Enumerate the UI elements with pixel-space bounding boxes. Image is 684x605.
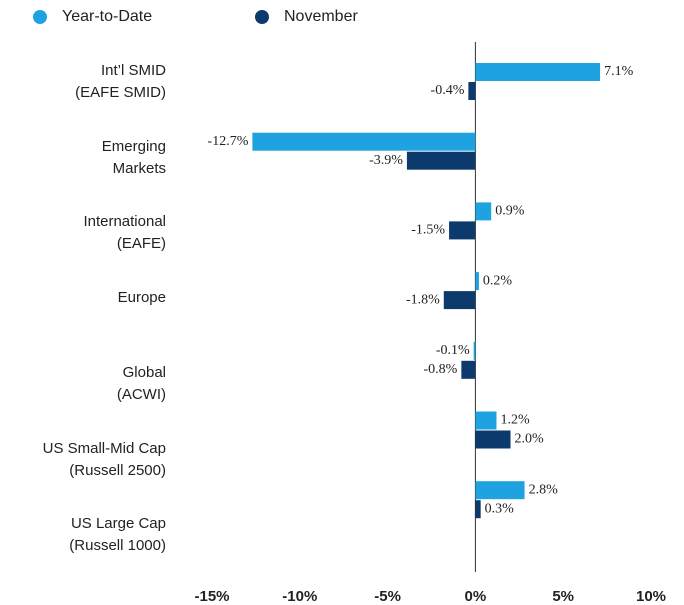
bar xyxy=(475,202,492,221)
x-tick-label: -10% xyxy=(282,588,317,605)
value-label: 0.2% xyxy=(483,273,513,288)
legend-label: Year-to-Date xyxy=(62,8,152,25)
bar xyxy=(475,272,479,291)
bar xyxy=(475,500,481,519)
bar xyxy=(449,221,476,240)
bar xyxy=(406,151,476,170)
bar xyxy=(252,132,476,151)
value-label: 1.2% xyxy=(500,413,530,428)
category-label: US Small-Mid Cap (Russell 2500) xyxy=(42,439,166,479)
category-label: Int’l SMID (EAFE SMID) xyxy=(75,62,166,101)
category-label: Global (ACWI) xyxy=(116,364,166,403)
value-label: 2.8% xyxy=(529,482,559,497)
value-label: -0.8% xyxy=(424,362,458,377)
category-label: International (EAFE) xyxy=(83,213,166,252)
value-label: -3.9% xyxy=(369,153,403,168)
value-label: -12.7% xyxy=(208,134,249,149)
category-label: US Large Cap (Russell 1000) xyxy=(69,515,166,554)
value-label: 0.3% xyxy=(485,501,514,516)
bar xyxy=(461,360,476,379)
x-tick-label: 5% xyxy=(552,588,574,605)
value-label: 2.0% xyxy=(515,432,545,447)
bar xyxy=(475,481,525,500)
value-label: 7.1% xyxy=(604,64,634,79)
legend-marker xyxy=(255,10,269,24)
x-tick-label: 0% xyxy=(465,588,487,605)
legend-marker xyxy=(33,10,47,24)
legend-label: November xyxy=(284,8,358,25)
category-label: Emerging Markets xyxy=(101,137,166,177)
x-tick-label: -15% xyxy=(194,588,229,605)
value-label: -1.8% xyxy=(406,292,440,307)
x-tick-label: 10% xyxy=(636,588,666,605)
bar xyxy=(475,63,601,81)
bar xyxy=(443,291,476,310)
bar xyxy=(468,82,476,100)
value-label: 0.9% xyxy=(495,204,524,219)
bar xyxy=(475,430,511,449)
category-label: Europe xyxy=(117,288,166,306)
value-label: -0.1% xyxy=(436,343,470,358)
bar xyxy=(475,411,497,430)
value-label: -0.4% xyxy=(431,83,465,98)
bar xyxy=(473,341,476,360)
x-tick-label: -5% xyxy=(374,588,401,605)
value-label: -1.5% xyxy=(411,223,445,238)
